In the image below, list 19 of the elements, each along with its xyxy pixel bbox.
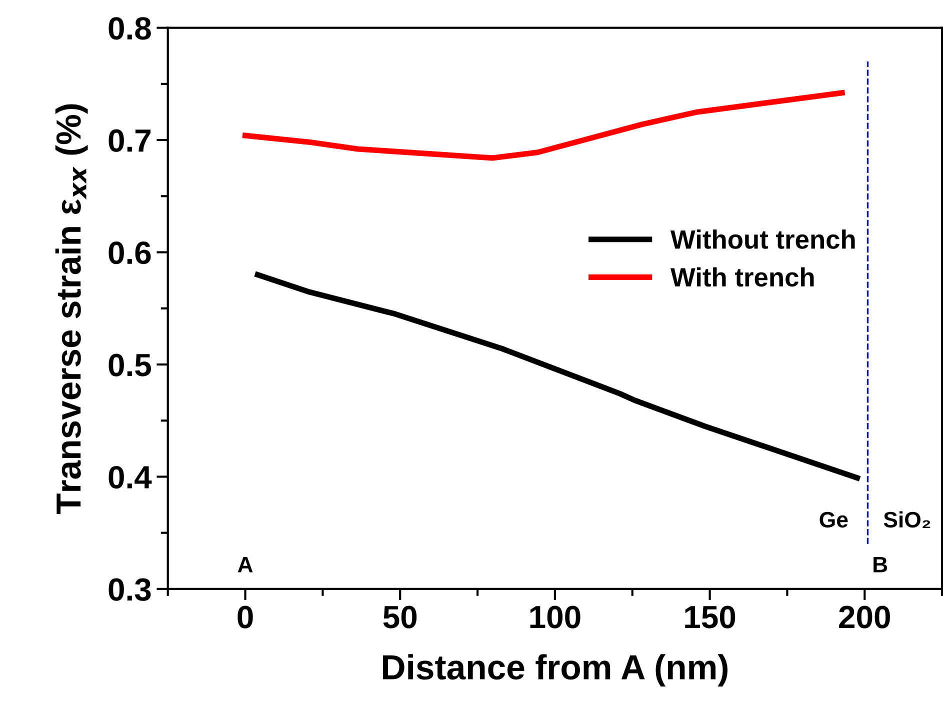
legend-label: With trench: [670, 267, 814, 287]
annotation: B: [874, 556, 888, 572]
y-tick-label: 0.5: [108, 354, 151, 376]
y-tick-label: 0.4: [108, 466, 152, 489]
y-axis-title: Transverse strain ε$_{xx}$ (%): [55, 104, 88, 514]
x-tick-label: 150: [685, 606, 736, 628]
y-tick-label: 0.8: [108, 17, 151, 40]
annotation: A: [238, 556, 253, 572]
x-tick-label: 100: [530, 606, 580, 628]
x-tick-label: 0: [238, 606, 253, 628]
y-tick-label: 0.3: [108, 578, 151, 601]
y-tick-label: 0.7: [108, 129, 150, 152]
annotation: Ge: [820, 512, 848, 528]
x-tick-label: 200: [839, 606, 890, 628]
x-tick-label: 50: [383, 606, 417, 628]
x-axis-title: Distance from A (nm): [383, 654, 728, 686]
legend-label: Without trench: [670, 229, 855, 249]
annotation: SiO₂: [884, 511, 930, 528]
y-tick-label: 0.6: [108, 242, 151, 264]
